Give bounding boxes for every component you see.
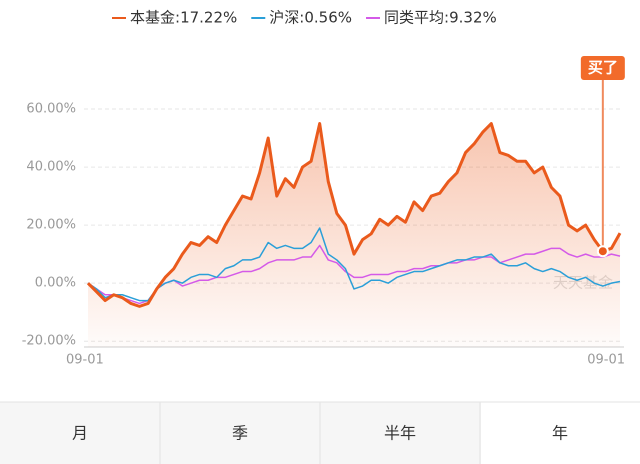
y-tick-label: 40.00% (26, 160, 76, 175)
tab-label[interactable]: 半年 (384, 424, 416, 443)
legend-value: 17.22% (180, 9, 237, 27)
legend-name: 本基金 (130, 9, 175, 27)
y-tick-label: -20.00% (22, 334, 76, 349)
x-tick-label: 09-01 (587, 353, 625, 368)
legend-name: 同类平均 (384, 9, 444, 27)
series-line (87, 244, 621, 305)
plot: -20.00% 0.00% 20.00% 40.00% 60.00% 09-01 09-01… (22, 56, 625, 368)
tabs: 月 季 半年 年 (0, 401, 640, 464)
buy-badge (580, 56, 625, 80)
tab-selected (481, 402, 640, 464)
buy-label: 买了 (588, 59, 618, 77)
legend-colon: : (299, 9, 304, 27)
buy-dot (596, 245, 609, 258)
y-tick-label: 20.00% (26, 218, 76, 233)
legend-value: 0.56% (304, 9, 352, 27)
legend-name: 沪深 (269, 9, 299, 27)
legend: 本基金:17.22% 沪深:0.56% 同类平均:9.32% (112, 9, 497, 27)
area (88, 123, 620, 347)
y-tick-label: 0.00% (35, 276, 76, 291)
legend-colon: : (444, 9, 449, 27)
tab-label[interactable]: 月 (72, 424, 88, 443)
series-line (87, 227, 621, 302)
legend-value: 9.32% (449, 9, 497, 27)
tab-label[interactable]: 年 (552, 424, 568, 443)
y-tick-label: 60.00% (26, 102, 76, 117)
series-line (86, 122, 622, 308)
legend-colon: : (175, 9, 180, 27)
x-tick-label: 09-01 (66, 353, 104, 368)
tab-label[interactable]: 季 (232, 424, 248, 443)
